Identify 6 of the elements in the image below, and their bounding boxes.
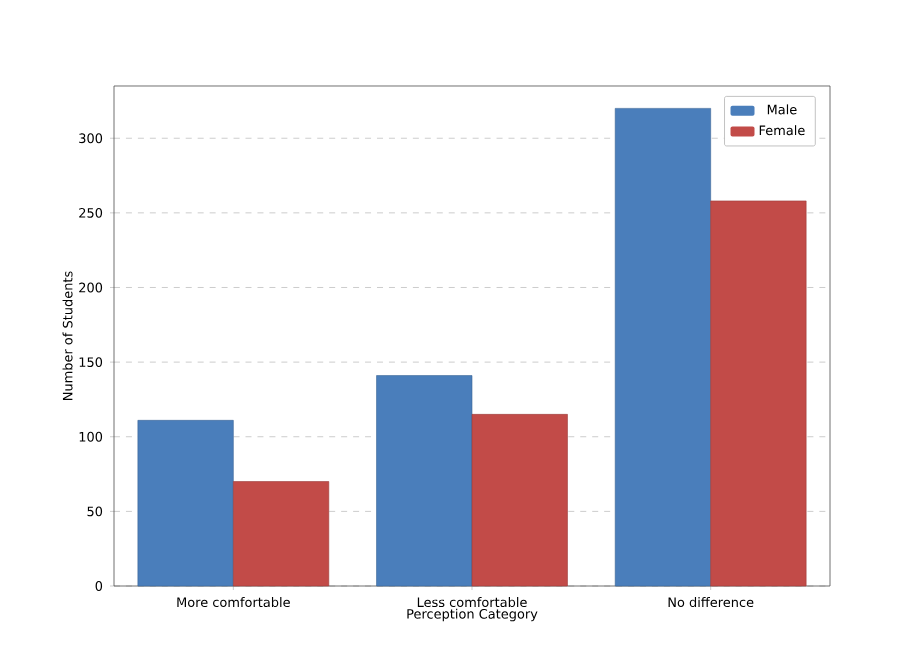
bar xyxy=(137,420,234,587)
bar xyxy=(376,375,473,587)
bar xyxy=(710,200,807,587)
bar xyxy=(233,481,330,587)
bar xyxy=(614,108,711,587)
bar xyxy=(471,414,568,587)
